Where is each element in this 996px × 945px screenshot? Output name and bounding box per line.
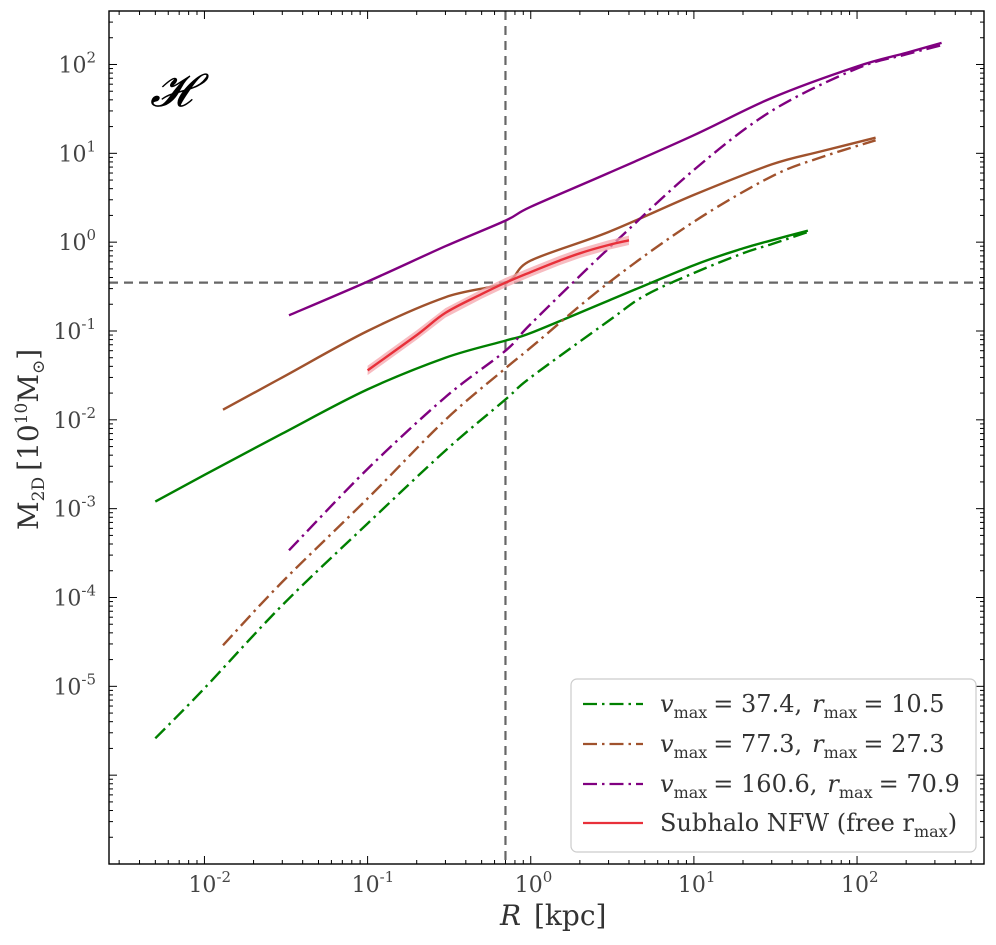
y-tick-label: 10-4 — [53, 581, 96, 611]
x-tick-label: 101 — [678, 868, 716, 898]
legend-label-brown: vmax = 77.3, rmax = 27.3 — [660, 730, 945, 762]
legend-box — [570, 678, 977, 853]
x-tick-label: 10-1 — [352, 868, 395, 898]
subhalo-uncertainty-band — [367, 235, 629, 376]
series-line-brown-solid — [222, 136, 876, 411]
tick-labels: 10-2 10-1 100 101 102 10-5 10-4 10-3 10-2 10-1 100… — [53, 48, 878, 898]
series-line-purple-solid — [288, 41, 942, 317]
legend-entry-green: vmax = 37.4, rmax = 10.5 — [583, 690, 945, 722]
series-line-brown-dashdot — [222, 139, 876, 647]
y-tick-label: 101 — [58, 137, 96, 167]
legend-rows: vmax = 37.4, rmax = 10.5 vmax = 77.3, rmax = 2… — [583, 690, 960, 841]
legend-label-purple: vmax = 160.6, rmax = 70.9 — [660, 770, 960, 802]
legend: vmax = 37.4, rmax = 10.5 vmax = 77.3, rmax = 2… — [570, 678, 977, 853]
plot-frame — [108, 10, 985, 865]
legend-label-subhalo: Subhalo NFW (free rmax) — [660, 809, 957, 841]
y-tick-label: 10-3 — [53, 493, 96, 523]
series-line-green-solid — [154, 229, 809, 503]
y-tick-label: 100 — [58, 226, 96, 256]
legend-label-green: vmax = 37.4, rmax = 10.5 — [660, 690, 945, 722]
x-tick-label: 102 — [841, 868, 879, 898]
x-tick-label: 100 — [515, 868, 553, 898]
series-line-purple-dashdot — [288, 44, 942, 552]
series-line-red-subhalo — [366, 239, 630, 372]
x-axis-label: R [kpc] — [499, 899, 606, 932]
y-tick-label: 10-1 — [53, 315, 96, 345]
series-line-green-dashdot — [154, 230, 809, 740]
legend-entry-brown: vmax = 77.3, rmax = 27.3 — [583, 730, 945, 762]
y-tick-label: 10-2 — [53, 404, 96, 434]
y-axis-label: M2D[1010M⊙] — [12, 349, 49, 530]
reference-lines — [109, 11, 984, 864]
legend-entry-purple: vmax = 160.6, rmax = 70.9 — [583, 770, 960, 802]
x-tick-label: 10-2 — [188, 868, 231, 898]
y-tick-label: 102 — [58, 48, 96, 78]
legend-entry-subhalo: Subhalo NFW (free rmax) — [583, 809, 957, 841]
y-tick-label: 10-5 — [53, 670, 96, 700]
series-curves — [154, 41, 942, 740]
